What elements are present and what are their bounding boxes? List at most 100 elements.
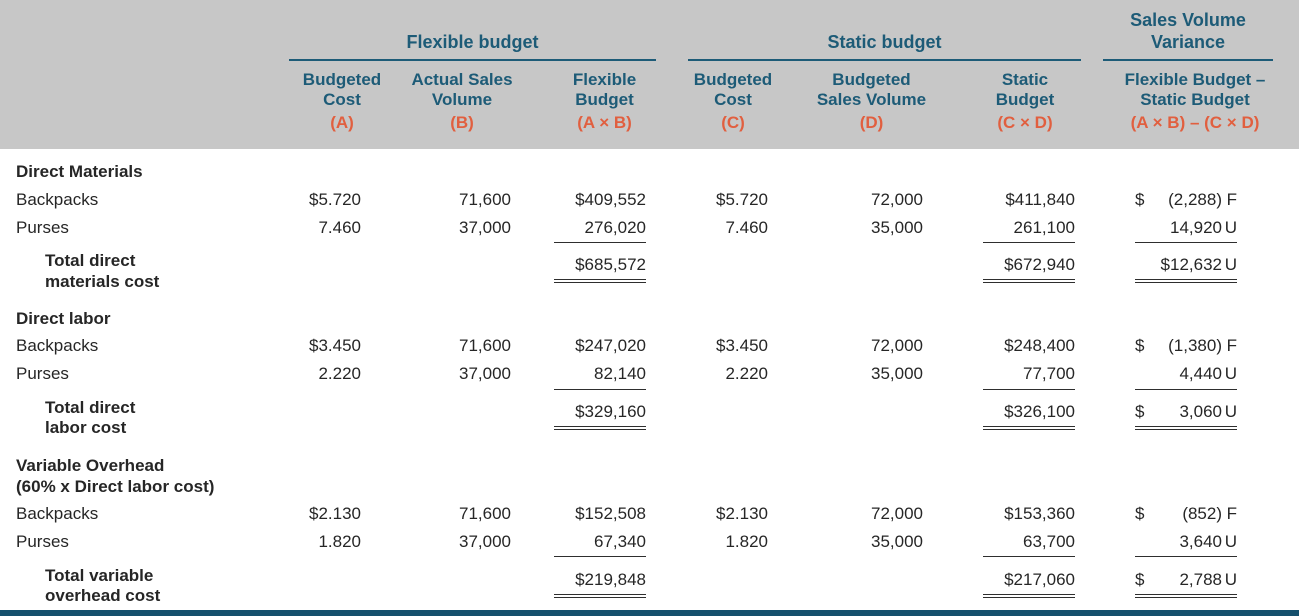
cell-d: 72,000: [871, 504, 923, 524]
table-row: Backpacks $2.130 71,600 $152,508 $2.130 …: [16, 500, 1293, 528]
total-label: Total direct labor cost: [45, 397, 136, 438]
cell-ab-total: $219,848: [525, 566, 660, 598]
col-title: Budgeted Cost: [693, 70, 773, 110]
cell-ab: $409,552: [575, 189, 646, 209]
cell-variance: $ (1,380) F: [1135, 336, 1237, 356]
total-row: Total direct materials cost $685,572 $67…: [16, 251, 1293, 292]
col-header-budgeted-cost-a: Budgeted Cost (A): [297, 70, 387, 133]
cell-b: 37,000: [459, 217, 511, 237]
cell-a: $5.720: [309, 189, 361, 209]
col-formula: (D): [859, 113, 884, 133]
cell-ab: 67,340: [525, 528, 660, 558]
section-direct-labor: Direct labor Backpacks $3.450 71,600 $24…: [16, 308, 1293, 439]
cell-ab-total: $685,572: [525, 251, 660, 284]
cell-ab: 82,140: [525, 360, 660, 390]
cell-ab-total: $329,160: [525, 398, 660, 430]
cell-c: 2.220: [725, 364, 768, 384]
cell-variance-total: $2,788 U: [1089, 566, 1277, 598]
table-row: Purses 1.820 37,000 67,340 1.820 35,000 …: [16, 528, 1293, 563]
col-header-flexible-budget: Flexible Budget (A × B): [537, 70, 672, 133]
cell-a: 2.220: [318, 364, 361, 384]
cell-c: $3.450: [716, 336, 768, 356]
column-group-row: Flexible budget Static budget Sales Volu…: [16, 10, 1293, 62]
cell-c: $5.720: [716, 189, 768, 209]
col-header-variance: Flexible Budget – Static Budget (A × B) …: [1101, 70, 1289, 133]
col-formula: (A): [330, 113, 354, 133]
cell-c: $2.130: [716, 504, 768, 524]
cell-d: 35,000: [871, 217, 923, 237]
section-title: Variable Overhead (60% x Direct labor co…: [16, 455, 215, 496]
cell-ab: 276,020: [525, 214, 660, 243]
cell-variance: $ (852) F: [1135, 504, 1237, 524]
col-title: Budgeted Sales Volume: [816, 70, 927, 110]
section-direct-materials: Direct Materials Backpacks $5.720 71,600…: [16, 161, 1293, 292]
cell-cd: 77,700: [937, 360, 1089, 390]
cell-variance: $ (2,288) F: [1135, 189, 1237, 209]
col-formula: (C): [721, 113, 745, 133]
col-header-budgeted-sales-volume: Budgeted Sales Volume (D): [794, 70, 949, 133]
column-header-row: Budgeted Cost (A) Actual Sales Volume (B…: [16, 70, 1293, 133]
section-title: Direct Materials: [16, 162, 143, 182]
total-label: Total direct materials cost: [45, 251, 160, 291]
table-row: Purses 2.220 37,000 82,140 2.220 35,000 …: [16, 360, 1293, 395]
total-row: Total variable overhead cost $219,848 $2…: [16, 566, 1293, 607]
cell-a: 7.460: [318, 217, 361, 237]
section-title-row: Direct Materials: [16, 161, 1293, 182]
row-label: Purses: [16, 532, 69, 552]
row-label: Backpacks: [16, 504, 99, 524]
cell-d: 72,000: [871, 336, 923, 356]
cell-c: 7.460: [725, 217, 768, 237]
cell-ab: $152,508: [575, 504, 646, 524]
section-title-row: Variable Overhead (60% x Direct labor co…: [16, 455, 1293, 498]
cell-cd: $153,360: [1004, 504, 1075, 524]
col-formula: (A × B) – (C × D): [1130, 113, 1260, 133]
row-label: Backpacks: [16, 336, 99, 356]
col-title: Static Budget: [995, 70, 1055, 110]
cell-d: 35,000: [871, 532, 923, 552]
cell-d: 35,000: [871, 364, 923, 384]
section-title: Direct labor: [16, 308, 111, 328]
row-label: Purses: [16, 364, 69, 384]
cell-cd: $411,840: [1005, 189, 1075, 209]
cell-c: 1.820: [725, 532, 768, 552]
cell-cd-total: $672,940: [937, 251, 1089, 284]
cell-variance: 3,640 U: [1089, 528, 1277, 563]
col-title: Actual Sales Volume: [411, 70, 513, 110]
cell-b: 37,000: [459, 532, 511, 552]
col-formula: (B): [450, 113, 474, 133]
group-sales-volume-variance: Sales Volume Variance: [1103, 10, 1273, 62]
cell-cd: $248,400: [1004, 336, 1075, 356]
table-row: Backpacks $5.720 71,600 $409,552 $5.720 …: [16, 186, 1293, 214]
cell-b: 37,000: [459, 364, 511, 384]
table-header: Flexible budget Static budget Sales Volu…: [0, 0, 1299, 150]
cell-ab: $247,020: [575, 336, 646, 356]
table-body: Direct Materials Backpacks $5.720 71,600…: [0, 149, 1299, 606]
cell-cd-total: $326,100: [937, 398, 1089, 430]
total-label: Total variable overhead cost: [45, 565, 161, 605]
cell-b: 71,600: [459, 189, 511, 209]
col-title: Flexible Budget: [572, 70, 637, 110]
cell-d: 72,000: [871, 189, 923, 209]
col-formula: (C × D): [997, 113, 1053, 133]
cell-a: $2.130: [309, 504, 361, 524]
cell-b: 71,600: [459, 504, 511, 524]
section-variable-overhead: Variable Overhead (60% x Direct labor co…: [16, 455, 1293, 607]
section-title-row: Direct labor: [16, 308, 1293, 329]
cell-variance-total: $3,060 U: [1089, 398, 1277, 430]
group-flexible-budget: Flexible budget: [289, 32, 656, 62]
cell-variance-total: $12,632 U: [1089, 251, 1277, 286]
row-label: Backpacks: [16, 189, 99, 209]
cell-cd: 63,700: [937, 528, 1089, 558]
col-header-static-budget: Static Budget (C × D): [949, 70, 1101, 133]
table-row: Purses 7.460 37,000 276,020 7.460 35,000…: [16, 214, 1293, 249]
col-title: Budgeted Cost: [302, 70, 382, 110]
cell-b: 71,600: [459, 336, 511, 356]
cell-a: $3.450: [309, 336, 361, 356]
cell-a: 1.820: [318, 532, 361, 552]
cell-cd-total: $217,060: [937, 566, 1089, 598]
col-header-actual-sales-volume: Actual Sales Volume (B): [387, 70, 537, 133]
bottom-border: [0, 610, 1299, 616]
col-header-budgeted-cost-c: Budgeted Cost (C): [672, 70, 794, 133]
cell-variance: 14,920 U: [1089, 214, 1277, 249]
